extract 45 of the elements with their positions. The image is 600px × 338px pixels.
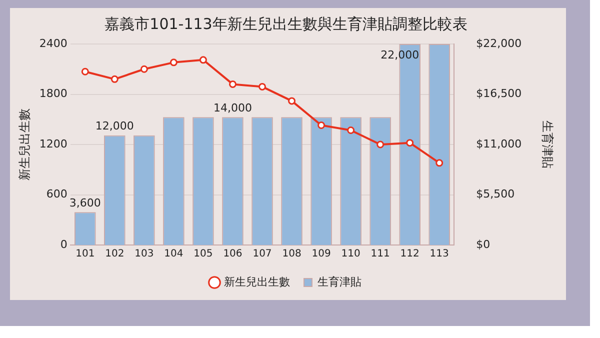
y2-tick-label: $16,500 xyxy=(476,87,522,100)
point xyxy=(318,121,326,129)
y2-tick-label: $22,000 xyxy=(476,36,522,50)
point xyxy=(376,140,384,148)
point xyxy=(110,75,118,83)
x-tick-label: 108 xyxy=(282,248,302,260)
data-label: 22,000 xyxy=(380,48,420,62)
legend-label: 新生兒出生數 xyxy=(224,275,290,288)
y-tick-label: 0 xyxy=(60,238,68,251)
x-tick-label: 113 xyxy=(430,248,449,260)
point xyxy=(140,65,148,73)
x-tick-label: 105 xyxy=(194,248,213,260)
x-tick-label: 103 xyxy=(134,248,154,260)
x-tick-label: 101 xyxy=(76,248,95,260)
x-tick-label: 111 xyxy=(370,248,390,260)
y2-tick-label: $5,500 xyxy=(476,188,515,201)
data-label: 3,600 xyxy=(69,196,101,210)
y-axis-title: 新生兒出生數 xyxy=(17,108,32,180)
y2-axis-title: 生育津貼 xyxy=(540,120,555,168)
x-tick-label: 110 xyxy=(341,248,360,260)
data-label: 14,000 xyxy=(213,101,252,114)
y-tick-label: 1200 xyxy=(39,137,68,150)
point xyxy=(81,68,89,76)
y2-tick-label: $11,000 xyxy=(476,137,522,150)
y-tick-label: 1800 xyxy=(39,87,68,100)
x-tick-label: 112 xyxy=(400,248,420,260)
point xyxy=(436,159,444,167)
x-tick-label: 106 xyxy=(223,248,242,260)
point xyxy=(406,139,414,147)
y-tick-label: 600 xyxy=(46,188,68,201)
point xyxy=(228,80,236,88)
chart-title: 嘉義市101-113年新生兒出生數與生育津貼調整比較表 xyxy=(104,14,468,33)
y2-tick-label: $0 xyxy=(476,238,490,251)
point xyxy=(288,97,296,105)
x-tick-label: 109 xyxy=(312,248,331,260)
point xyxy=(258,82,266,90)
point xyxy=(347,126,355,134)
x-tick-label: 102 xyxy=(105,248,124,260)
x-tick-label: 104 xyxy=(164,248,184,260)
x-tick-label: 107 xyxy=(252,248,272,260)
data-label: 12,000 xyxy=(95,120,134,133)
y-tick-label: 2400 xyxy=(39,36,68,50)
legend-label: 生育津貼 xyxy=(318,275,362,288)
point xyxy=(170,58,178,66)
point xyxy=(199,56,207,64)
